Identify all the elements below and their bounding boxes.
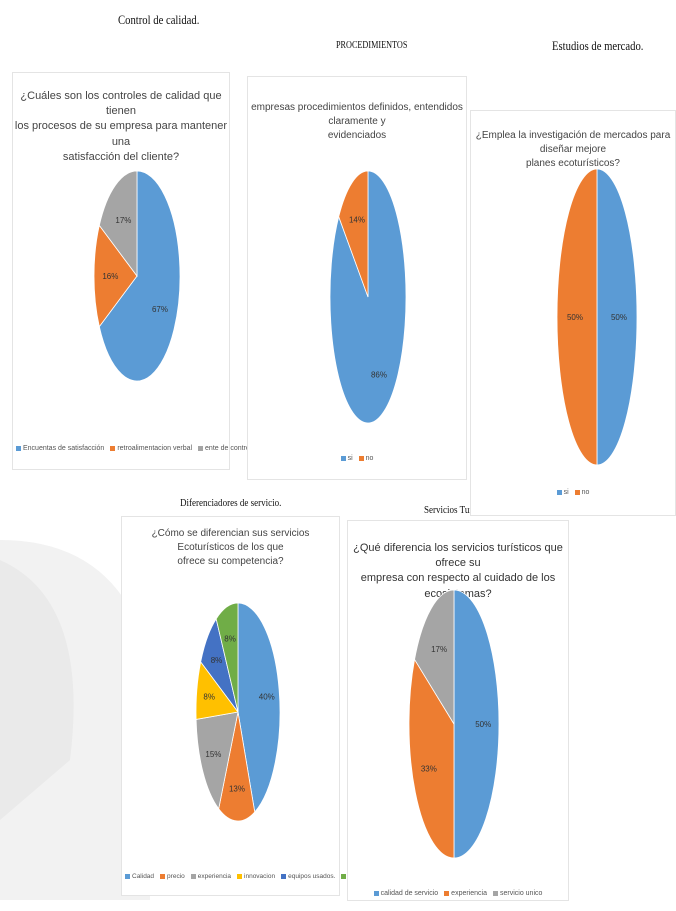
legend-swatch <box>444 890 450 896</box>
pie-slice-1 <box>453 589 500 859</box>
pie-chart: 50% 33% 17% <box>408 589 500 859</box>
data-label-3: 15% <box>205 750 221 759</box>
legend-item: precio <box>160 873 185 880</box>
pie-chart: 86% 14% <box>329 170 407 424</box>
chart-panel-procedimientos: empresas procedimientos definidos, enten… <box>247 76 467 480</box>
legend-label: si <box>563 489 569 496</box>
legend-swatch <box>190 873 196 879</box>
legend-label: equipos usados. <box>288 873 336 880</box>
legend-swatch <box>492 890 498 896</box>
legend-swatch <box>110 445 116 451</box>
chart-legend: Encuentas de satisfacción retroalimentaci… <box>13 445 251 452</box>
legend-item: equipos usados. <box>281 873 335 880</box>
legend-swatch <box>281 873 287 879</box>
legend-label: innovacion <box>244 873 276 880</box>
pie-slice-2 <box>218 711 256 822</box>
data-label-2: 16% <box>102 272 118 281</box>
data-label-1: 50% <box>611 313 627 322</box>
chart-panel-diferenciadores: ¿Cómo se diferencian sus servicios Ecotu… <box>121 516 388 896</box>
legend-swatch <box>556 489 562 495</box>
pie-slice-3 <box>98 170 138 278</box>
legend-item: experiencia <box>190 873 232 880</box>
legend-item: experiencia <box>444 890 487 897</box>
legend-label: experiencia <box>197 873 232 880</box>
legend-swatch <box>340 455 346 461</box>
legend-swatch <box>341 873 347 879</box>
chart-legend: si no <box>248 455 466 462</box>
data-label-1: 67% <box>152 305 168 314</box>
chart-title: empresas procedimientos definidos, enten… <box>251 102 463 141</box>
legend-swatch <box>237 873 243 879</box>
legend-item: innovacion <box>237 873 275 880</box>
pie-slice-1 <box>237 602 281 813</box>
data-label-2: 13% <box>229 784 245 793</box>
data-label-4: 8% <box>203 692 215 701</box>
legend-item: retroalimentacion verbal <box>110 445 192 452</box>
section-title-mercado: Estudios de mercado. <box>552 38 644 53</box>
chart-legend: Calidad precio experiencia innovacion equipo… <box>122 873 388 880</box>
data-label-2: 33% <box>421 764 437 773</box>
chart-panel-servicios-turisticos: ¿Qué diferencia los servicios turísticos… <box>347 520 569 901</box>
chart-title: ¿Cuáles son los controles de calidad que… <box>14 90 228 163</box>
data-label-1: 50% <box>475 720 491 729</box>
legend-label: calidad de servicio <box>380 890 439 897</box>
data-label-3: 17% <box>115 216 131 225</box>
legend-item: ente de control <box>198 445 251 452</box>
chart-panel-estudios-mercado: ¿Emplea la investigación de mercados par… <box>470 110 676 516</box>
legend-item: no <box>358 455 374 462</box>
pie-chart: 67% 16% 17% <box>93 170 181 382</box>
legend-swatch <box>125 873 130 879</box>
legend-swatch <box>160 873 166 879</box>
legend-label: retroalimentacion verbal <box>117 445 193 452</box>
legend-item: calidad de servicio <box>373 890 439 897</box>
pie-slice-2 <box>338 170 369 298</box>
pie-chart: 40% 13% 15% 8% 8% 8% <box>195 602 281 822</box>
pie-chart: 50% 50% <box>556 168 638 466</box>
legend-item: si <box>556 489 569 496</box>
legend-label: servicio unico <box>499 890 543 897</box>
chart-panel-control-calidad: ¿Cuáles son los controles de calidad que… <box>12 72 251 470</box>
chart-title: ¿Emplea la investigación de mercados par… <box>475 130 671 169</box>
section-title-diferenciadores: Diferenciadores de servicio. <box>180 497 282 509</box>
pie-slice-1 <box>596 168 638 466</box>
legend-swatch <box>358 455 364 461</box>
pie-slice-2 <box>556 168 598 466</box>
legend-swatch <box>373 890 379 896</box>
pie-slice-2 <box>408 658 455 859</box>
legend-swatch <box>16 445 21 451</box>
legend-label: precio <box>167 873 185 880</box>
pie-slice-3 <box>195 711 239 810</box>
legend-item: si <box>340 455 353 462</box>
legend-label: Calidad <box>132 873 155 880</box>
legend-label: no <box>581 489 590 496</box>
data-label-6: 8% <box>224 635 236 644</box>
section-title-procedimientos: PROCEDIMIENTOS <box>336 40 408 51</box>
data-label-2: 50% <box>567 313 583 322</box>
legend-item: servicio unico <box>492 890 543 897</box>
section-title-control: Control de calidad. <box>118 12 200 27</box>
pie-slice-6 <box>215 602 239 713</box>
legend-item: Calidad <box>125 873 154 880</box>
legend-swatch <box>198 445 204 451</box>
legend-label: Encuentas de satisfacción <box>23 445 105 452</box>
pie-slice-2 <box>93 224 138 328</box>
data-label-2: 14% <box>349 215 365 224</box>
data-label-5: 8% <box>211 656 223 665</box>
legend-item: no <box>574 489 590 496</box>
legend-swatch <box>574 489 580 495</box>
data-label-3: 17% <box>431 645 447 654</box>
legend-label: ente de control <box>205 445 252 452</box>
data-label-1: 40% <box>259 692 275 701</box>
pie-slice-1 <box>98 170 181 382</box>
legend-label: no <box>365 455 374 462</box>
legend-label: experiencia <box>451 890 487 897</box>
legend-label: si <box>347 455 353 462</box>
data-label-1: 86% <box>371 371 387 380</box>
chart-title: ¿Cómo se diferencian sus servicios Ecotu… <box>151 528 310 567</box>
chart-legend: calidad de servicio experiencia servicio u… <box>348 890 568 897</box>
chart-legend: si no <box>471 489 675 496</box>
legend-item: Encuentas de satisfacción <box>16 445 104 452</box>
pie-slice-3 <box>414 589 455 726</box>
